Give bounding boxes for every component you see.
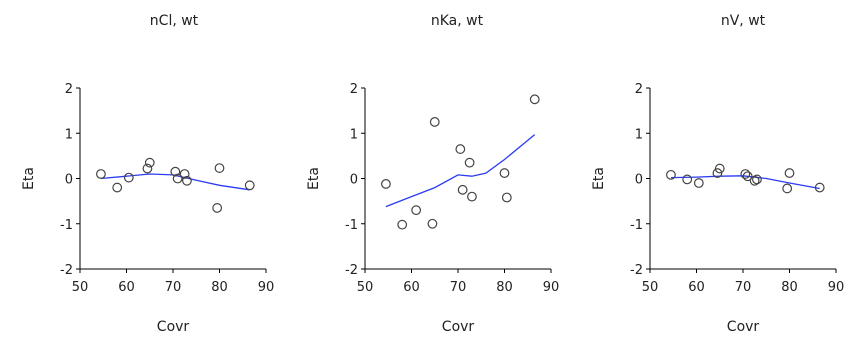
chart-3-y-tick-label: -2 bbox=[630, 263, 643, 278]
chart-1-y-tick-label: -2 bbox=[60, 263, 73, 278]
chart-2-data-point bbox=[397, 219, 408, 230]
chart-3-x-tick-label: 90 bbox=[828, 280, 845, 295]
chart-2-data-point bbox=[464, 157, 475, 168]
chart-1-data-point bbox=[170, 166, 181, 177]
chart-3-data-point bbox=[749, 175, 760, 186]
chart-1-data-point bbox=[123, 172, 134, 183]
chart-3-title: nV, wt bbox=[721, 13, 766, 29]
chart-2-x-tick-label: 90 bbox=[543, 280, 560, 295]
chart-3-data-point bbox=[752, 174, 762, 185]
chart-1-data-point bbox=[182, 175, 192, 186]
chart-3-data-point bbox=[714, 163, 725, 174]
chart-2-data-point bbox=[467, 191, 477, 202]
chart-2-x-tick-label: 70 bbox=[450, 280, 467, 295]
chart-3-x-tick-label: 60 bbox=[688, 280, 705, 295]
chart-1-y-tick-label: 0 bbox=[65, 173, 73, 188]
chart-2-data-point bbox=[499, 168, 510, 178]
chart-3-data-point bbox=[782, 183, 793, 194]
chart-2-data-point bbox=[457, 184, 468, 195]
chart-2-y-tick-label: 1 bbox=[350, 127, 358, 142]
chart-3-data-point bbox=[712, 168, 723, 178]
chart-1-x-axis-label: Covr bbox=[157, 319, 190, 335]
chart-3-data-point bbox=[814, 182, 825, 193]
chart-2-x-tick-label: 80 bbox=[496, 280, 513, 295]
chart-2-data-point bbox=[381, 179, 391, 189]
chart-1-data-point bbox=[214, 163, 225, 173]
chart-1-data-point bbox=[144, 157, 155, 168]
chart-1-x-tick-label: 50 bbox=[72, 280, 89, 295]
chart-1-data-point bbox=[244, 180, 255, 191]
chart-1-x-tick-label: 90 bbox=[258, 280, 275, 295]
chart-3-x-tick-label: 50 bbox=[642, 280, 659, 295]
chart-3-x-tick-label: 80 bbox=[781, 280, 798, 295]
chart-3-y-tick-label: 0 bbox=[635, 173, 643, 188]
chart-2-y-tick-label: -2 bbox=[345, 263, 358, 278]
chart-1-data-point bbox=[112, 182, 123, 193]
chart-1-y-tick-label: 2 bbox=[65, 82, 73, 97]
chart-2-smooth-line bbox=[385, 134, 536, 208]
chart-2-y-tick-label: 2 bbox=[350, 82, 358, 97]
chart-3-data-point bbox=[693, 178, 704, 188]
chart-3-y-tick-label: -1 bbox=[630, 218, 643, 233]
chart-2-data-point bbox=[455, 144, 466, 154]
chart-2-data-point bbox=[501, 192, 512, 203]
chart-1-x-tick-label: 70 bbox=[165, 280, 182, 295]
chart-1-x-tick-label: 60 bbox=[118, 280, 135, 295]
chart-2-data-point bbox=[429, 117, 440, 127]
chart-3-data-point bbox=[784, 168, 795, 178]
chart-3-x-tick-label: 70 bbox=[735, 280, 752, 295]
chart-1-x-tick-label: 80 bbox=[211, 280, 228, 295]
chart-2-data-point bbox=[529, 94, 540, 105]
chart-3-y-tick-label: 1 bbox=[635, 127, 643, 142]
chart-3-y-tick-label: 2 bbox=[635, 82, 643, 97]
chart-2-x-axis-label: Covr bbox=[442, 319, 475, 335]
chart-3-y-axis-label: Eta bbox=[591, 167, 607, 190]
chart-1-y-tick-label: 1 bbox=[65, 127, 73, 142]
chart-1-y-tick-label: -1 bbox=[60, 218, 73, 233]
chart-3-x-axis-label: Covr bbox=[727, 319, 760, 335]
chart-2-data-point bbox=[411, 205, 422, 216]
chart-2-x-tick-label: 60 bbox=[403, 280, 420, 295]
chart-3-data-point bbox=[742, 171, 753, 182]
chart-1-data-point bbox=[96, 169, 106, 179]
chart-1-data-point bbox=[179, 169, 190, 179]
chart-2-title: nKa, wt bbox=[431, 13, 484, 29]
chart-3-data-point bbox=[740, 169, 751, 179]
chart-1-title: nCl, wt bbox=[150, 13, 199, 29]
chart-1-data-point bbox=[142, 163, 153, 174]
chart-2-x-tick-label: 50 bbox=[357, 280, 374, 295]
chart-1-data-point bbox=[172, 173, 183, 184]
chart-3-data-point bbox=[666, 169, 676, 180]
chart-2-data-point bbox=[427, 218, 438, 229]
chart-1-y-axis-label: Eta bbox=[21, 167, 37, 190]
chart-1-data-point bbox=[212, 203, 223, 213]
chart-2-y-tick-label: -1 bbox=[345, 218, 358, 233]
chart-2-y-axis-label: Eta bbox=[306, 167, 322, 190]
chart-3-data-point bbox=[682, 174, 693, 185]
chart-2-y-tick-label: 0 bbox=[350, 173, 358, 188]
